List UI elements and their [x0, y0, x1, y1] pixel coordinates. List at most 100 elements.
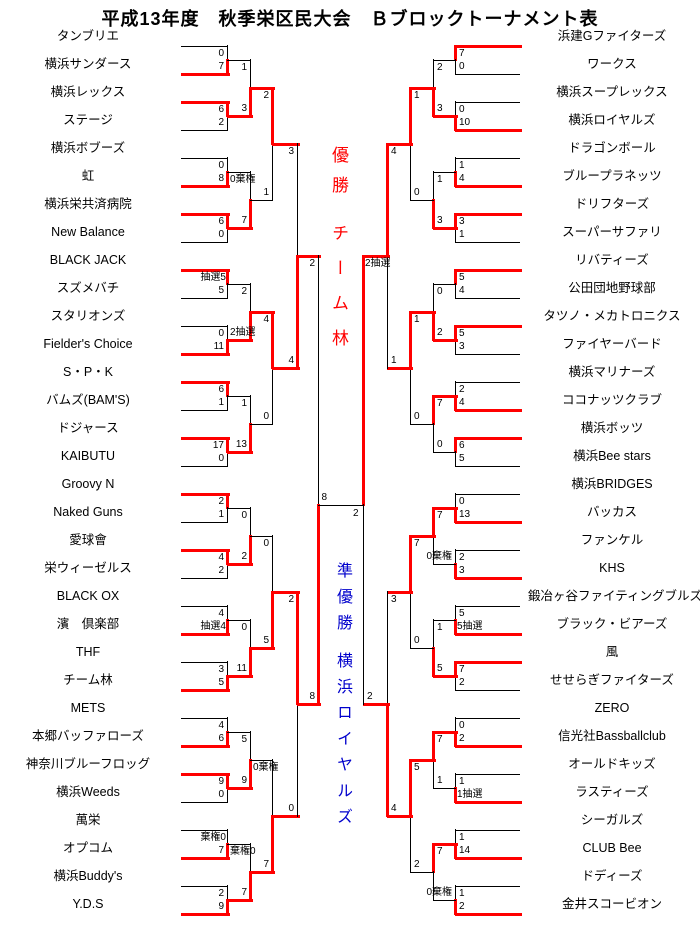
- score-label: 0: [414, 411, 420, 422]
- score-label: 0: [414, 635, 420, 646]
- score-label: 5: [241, 734, 247, 745]
- team-name: 横浜栄共済病院: [44, 197, 132, 211]
- team-name: 神奈川ブルーフロッグ: [25, 757, 151, 771]
- score-label: 2: [459, 733, 465, 744]
- bracket-vline: [432, 311, 435, 341]
- bracket-hline: [181, 437, 230, 440]
- team-name: Naked Guns: [53, 505, 123, 519]
- bracket-hline: [227, 899, 253, 902]
- bracket-hline: [410, 311, 436, 314]
- bracket-vline: [272, 367, 273, 425]
- bracket-hline: [455, 577, 522, 580]
- bracket-vline: [318, 255, 319, 506]
- bracket-hline: [455, 102, 520, 103]
- bracket-vline: [226, 899, 229, 915]
- bracket-hline: [455, 354, 520, 355]
- team-name: KHS: [599, 561, 625, 575]
- bracket-vline: [455, 283, 456, 299]
- bracket-vline: [432, 395, 435, 425]
- runner-up-name: 横浜ロイヤルズ: [334, 652, 351, 834]
- bracket-vline: [455, 885, 456, 901]
- bracket-hline: [181, 353, 230, 356]
- score-label: 6: [459, 440, 465, 451]
- team-name: 浜建Gファイターズ: [557, 29, 667, 43]
- team-name: 風: [605, 645, 619, 659]
- score-label: 1: [391, 355, 397, 366]
- bracket-vline: [455, 773, 456, 789]
- bracket-hline: [272, 143, 300, 146]
- team-name: BLACK OX: [56, 589, 120, 603]
- bracket-vline: [250, 619, 251, 649]
- bracket-vline: [250, 843, 251, 873]
- score-label: 0: [459, 496, 465, 507]
- bracket-vline: [317, 504, 320, 705]
- score-label: 11: [213, 341, 224, 352]
- bracket-hline: [181, 773, 230, 776]
- team-name: スタリオンズ: [50, 309, 126, 323]
- bracket-vline: [226, 339, 229, 355]
- bracket-vline: [227, 605, 228, 621]
- bracket-hline: [410, 200, 434, 201]
- team-name: 横浜Weeds: [56, 785, 120, 799]
- bracket-hline: [272, 591, 300, 594]
- team-name: バムズ(BAM'S): [46, 393, 130, 407]
- score-label: 0: [414, 187, 420, 198]
- bracket-hline: [433, 843, 458, 846]
- bracket-vline: [362, 255, 365, 506]
- bracket-hline: [227, 115, 253, 118]
- team-name: 本郷バッファローズ: [32, 729, 144, 743]
- score-label: 7: [437, 734, 443, 745]
- score-label: 17: [212, 440, 224, 451]
- team-name: 横浜ボッツ: [580, 421, 644, 435]
- score-label: 3: [218, 664, 224, 675]
- bracket-vline: [432, 843, 435, 873]
- bracket-hline: [387, 143, 413, 146]
- bracket-vline: [454, 899, 457, 915]
- score-label: 2: [437, 327, 443, 338]
- score-label: 5: [459, 328, 465, 339]
- bracket-hline: [250, 311, 275, 314]
- bracket-vline: [432, 647, 435, 677]
- bracket-hline: [433, 564, 456, 565]
- bracket-hline: [181, 410, 228, 411]
- bracket-hline: [410, 87, 436, 90]
- bracket-vline: [409, 535, 412, 593]
- bracket-hline: [455, 409, 522, 412]
- bracket-vline: [250, 283, 251, 313]
- bracket-vline: [226, 381, 229, 397]
- score-label: 4: [263, 314, 269, 325]
- bracket-vline: [226, 213, 229, 229]
- bracket-vline: [409, 759, 412, 817]
- team-name: 横浜Bee stars: [573, 449, 651, 463]
- score-label: 5: [437, 663, 443, 674]
- bracket-hline: [250, 647, 275, 650]
- score-label: 0: [218, 48, 224, 59]
- score-label: 2: [241, 286, 247, 297]
- bracket-hline: [455, 213, 522, 216]
- runner-up-label: 準優勝: [334, 562, 351, 640]
- bracket-hline: [387, 591, 413, 594]
- score-label: 13: [459, 509, 471, 520]
- team-name: ブループラネッツ: [562, 169, 662, 183]
- bracket-vline: [249, 87, 252, 117]
- team-name: 横浜ボブーズ: [50, 141, 126, 155]
- bracket-vline: [227, 325, 228, 341]
- score-label: 6: [218, 733, 224, 744]
- score-label: 3: [459, 341, 465, 352]
- bracket-vline: [226, 437, 229, 453]
- bracket-vline: [226, 619, 229, 635]
- score-label: 8: [218, 173, 224, 184]
- bracket-hline: [227, 732, 251, 733]
- bracket-hline: [433, 900, 456, 901]
- bracket-vline: [410, 143, 411, 201]
- bracket-vline: [227, 451, 228, 467]
- bracket-hline: [455, 690, 520, 691]
- bracket-hline: [455, 913, 522, 916]
- team-name: New Balance: [51, 225, 125, 239]
- bracket-hline: [455, 466, 520, 467]
- team-name: 信光社Bassballclub: [558, 729, 666, 743]
- score-label: 3: [241, 103, 247, 114]
- team-name: 横浜レックス: [50, 85, 126, 99]
- score-label: 7: [437, 398, 443, 409]
- bracket-vline: [433, 619, 434, 649]
